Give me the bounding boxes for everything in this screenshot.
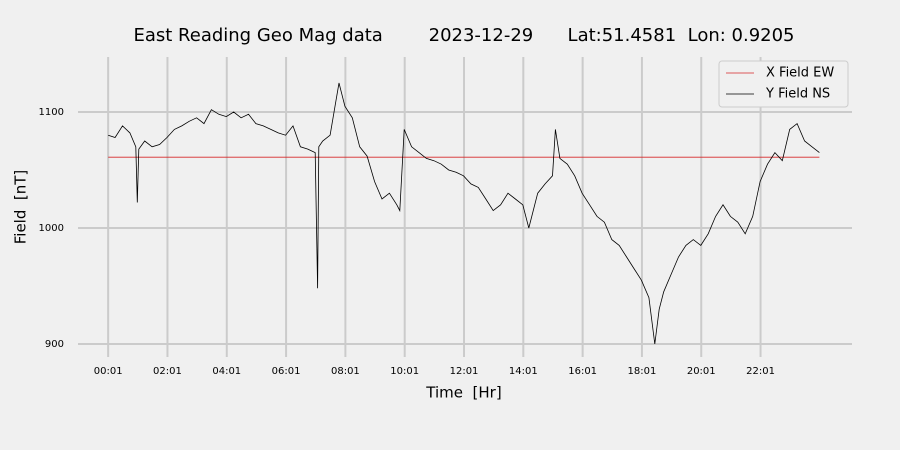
chart-title: East Reading Geo Mag data 2023-12-29 Lat… [133, 25, 794, 46]
legend-label: X Field EW [766, 66, 834, 81]
legend-label: Y Field NS [765, 87, 830, 102]
legend: X Field EW Y Field NS [718, 60, 849, 108]
data-line [108, 82, 820, 345]
y-axis-label: Field [nT] [12, 170, 30, 245]
x-tick-label: 04:01 [212, 366, 241, 377]
x-tick-label: 12:01 [450, 366, 479, 377]
x-tick-label: 18:01 [628, 366, 657, 377]
y-tick-label: 1000 [39, 223, 64, 234]
x-tick-label: 08:01 [331, 366, 360, 377]
x-tick-label: 22:01 [746, 366, 775, 377]
legend-box [718, 60, 849, 108]
y-tick-label: 1100 [39, 107, 64, 118]
x-tick-label: 16:01 [568, 366, 597, 377]
x-axis-label: Time [Hr] [425, 384, 501, 402]
x-tick-label: 06:01 [272, 366, 301, 377]
y-tick-label: 900 [45, 339, 64, 350]
x-tick-label: 14:01 [509, 366, 538, 377]
x-tick-label: 20:01 [687, 366, 716, 377]
x-tick-label: 10:01 [390, 366, 419, 377]
x-tick-label: 02:01 [153, 366, 182, 377]
x-tick-label: 00:01 [94, 366, 123, 377]
